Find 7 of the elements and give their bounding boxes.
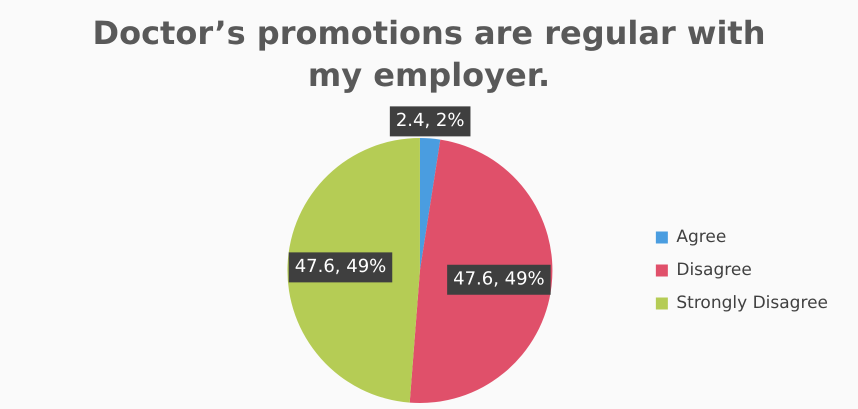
chart-title: Doctor’s promotions are regular with my employer. [92, 13, 766, 96]
data-label: 47.6, 49% [453, 268, 545, 290]
data-label: 2.4, 2% [396, 110, 464, 132]
legend-label: Agree [676, 226, 726, 247]
legend-label: Strongly Disagree [676, 292, 828, 313]
data-label: 47.6, 49% [294, 256, 386, 278]
legend-label: Disagree [676, 260, 752, 280]
